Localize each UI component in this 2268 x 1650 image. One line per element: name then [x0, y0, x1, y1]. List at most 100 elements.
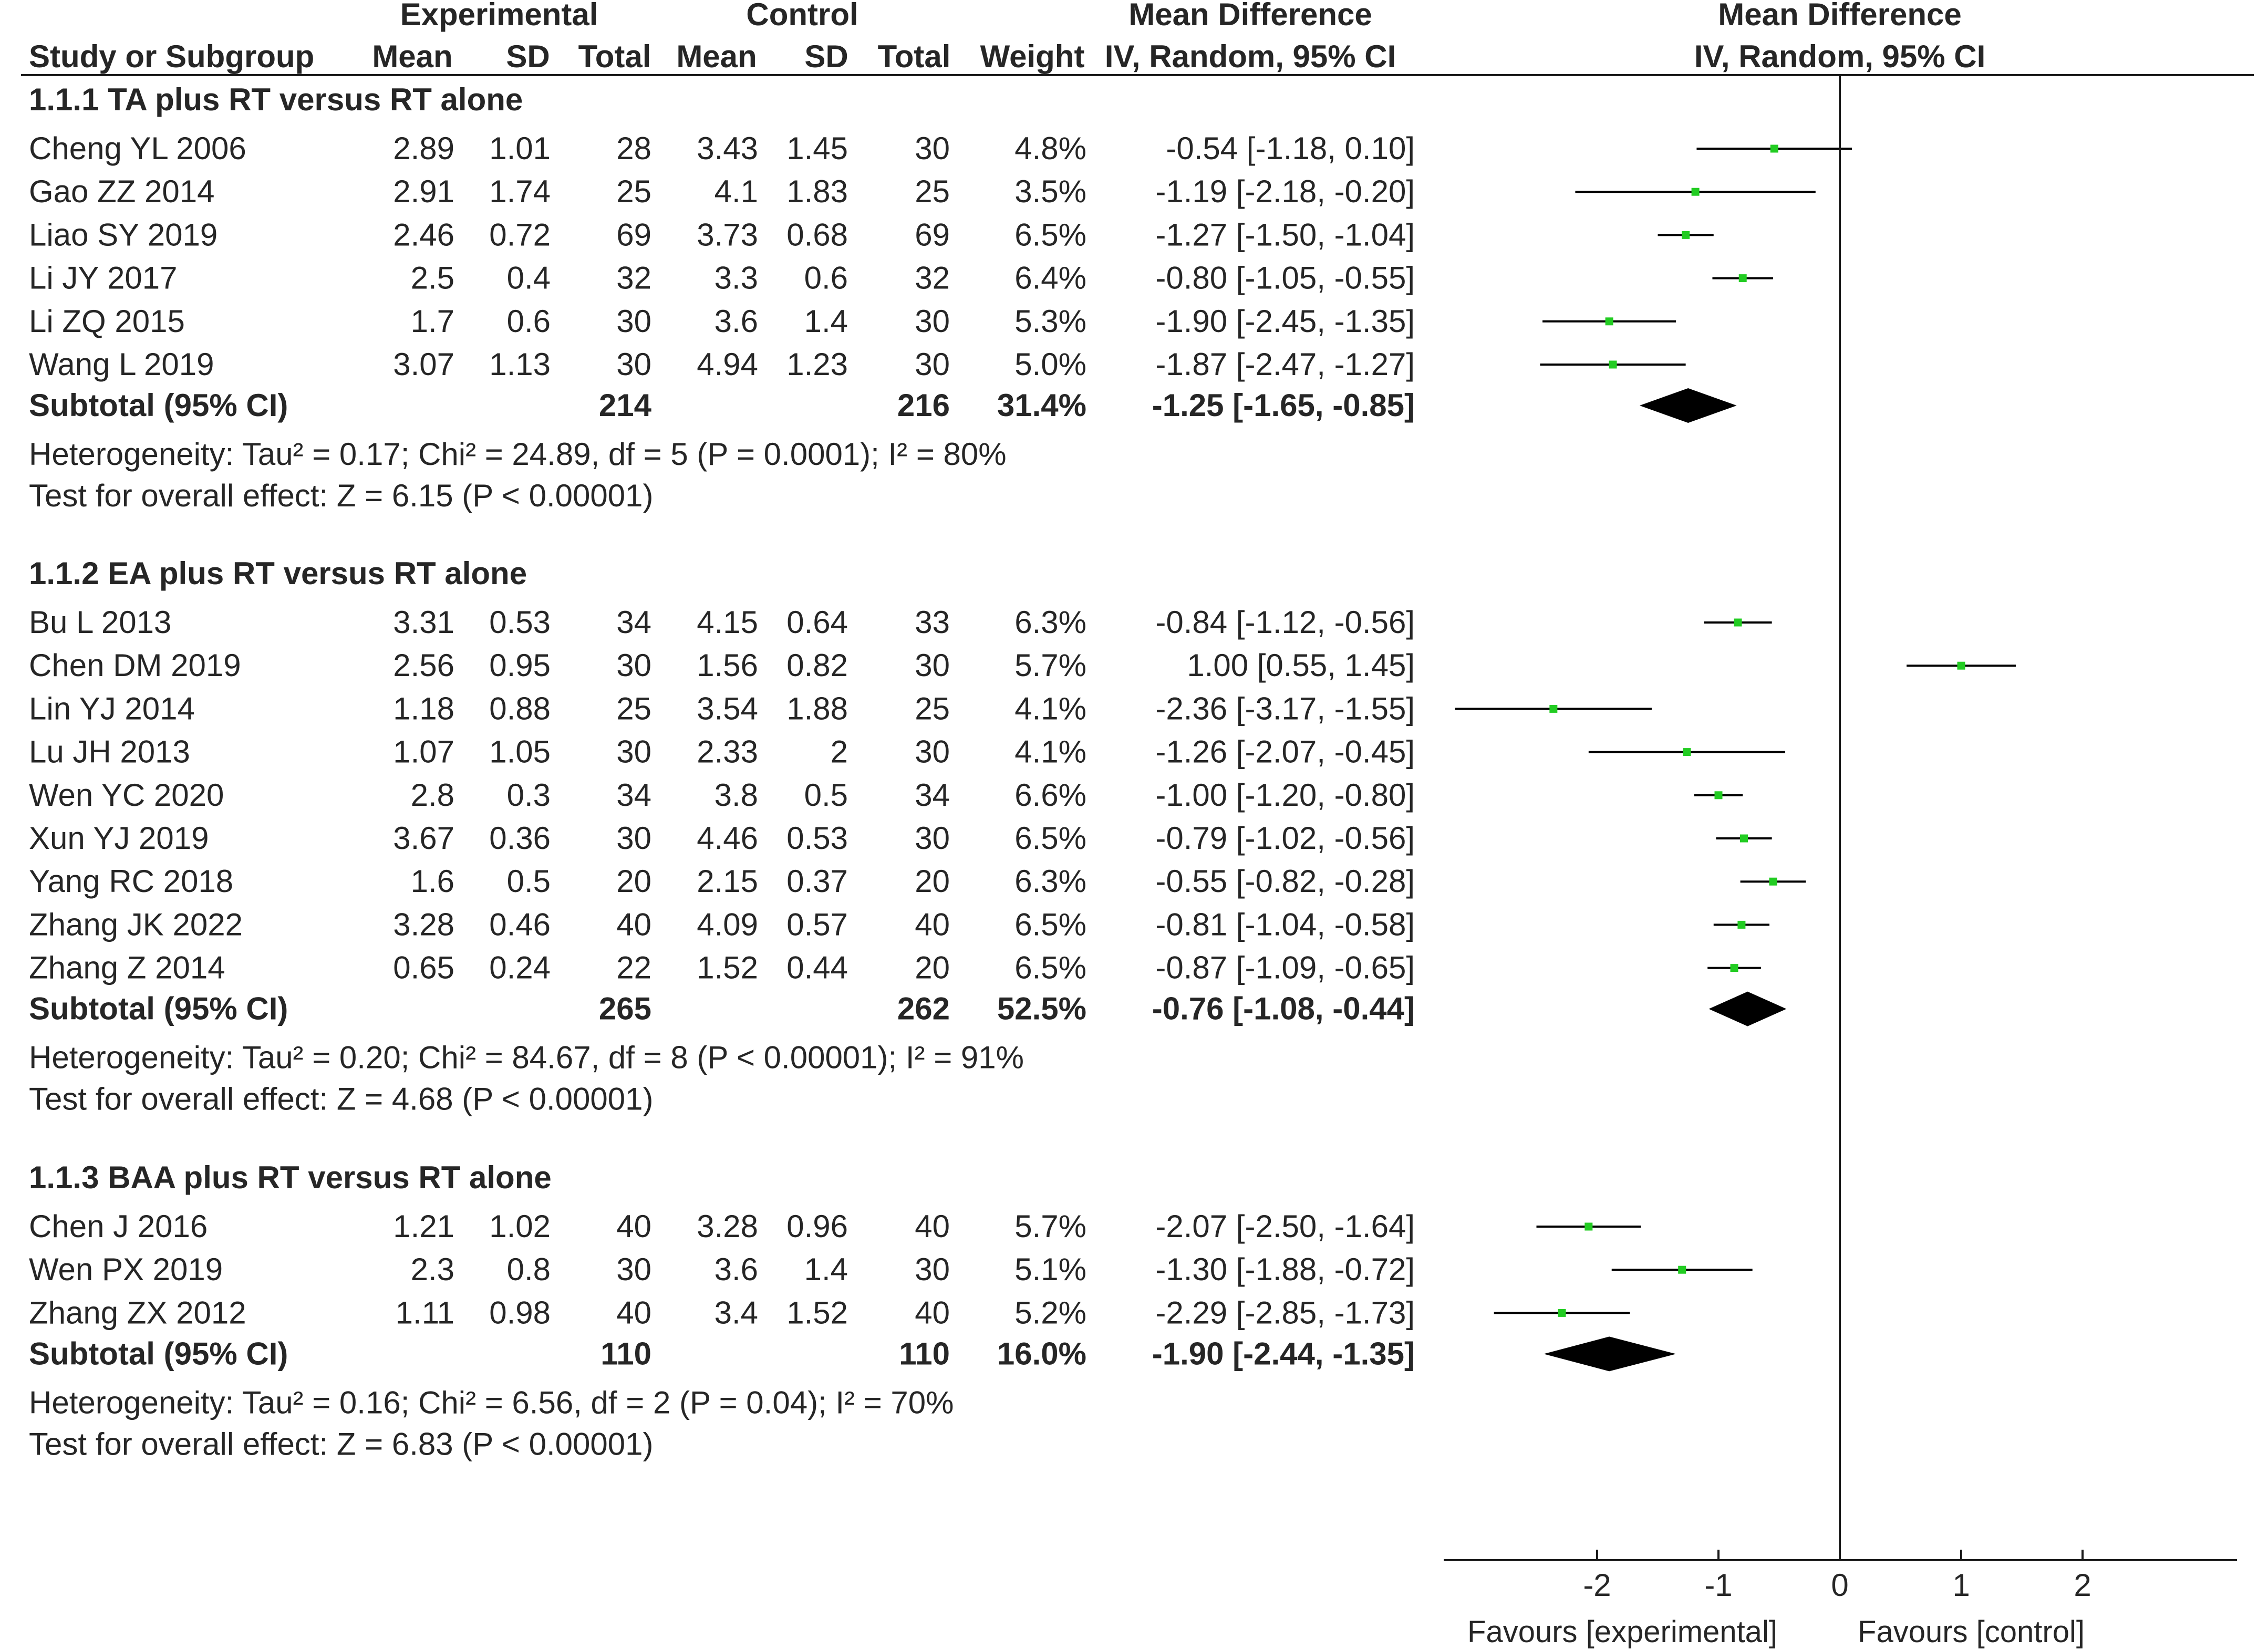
exp-total: 34 [616, 777, 651, 813]
study-ci: -0.80 [-1.05, -0.55] [1155, 261, 1415, 296]
study-name: Zhang Z 2014 [29, 950, 225, 985]
ctl-total: 69 [915, 217, 950, 252]
subtotal-diamond [1708, 991, 1787, 1026]
heterogeneity-text: Heterogeneity: Tau² = 0.20; Chi² = 84.67… [29, 1040, 1024, 1075]
subgroup-title: 1.1.2 EA plus RT versus RT alone [29, 556, 527, 591]
ctl-sd: 0.64 [786, 605, 848, 640]
ctl-mean: 3.8 [714, 777, 758, 813]
study-weight: 6.5% [1014, 950, 1086, 985]
header-mean-difference-table: Mean Difference [1128, 0, 1372, 32]
favours-experimental-label: Favours [experimental] [1467, 1615, 1777, 1649]
study-name: Gao ZZ 2014 [29, 174, 215, 209]
effect-square [1691, 188, 1700, 196]
subtotal-ci: -1.90 [-2.44, -1.35] [1152, 1336, 1415, 1371]
ctl-total: 30 [915, 131, 950, 166]
header-mean-difference-plot: Mean Difference [1718, 0, 1961, 32]
ctl-sd: 1.88 [786, 691, 848, 726]
exp-total: 40 [616, 907, 651, 942]
study-name: Cheng YL 2006 [29, 131, 246, 166]
study-name: Yang RC 2018 [29, 864, 233, 899]
exp-sd: 0.53 [489, 605, 551, 640]
exp-mean: 3.67 [393, 821, 454, 856]
exp-sd: 0.5 [507, 864, 551, 899]
exp-total: 30 [616, 734, 651, 770]
header-exp-total: Total [578, 39, 651, 74]
study-ci: -2.29 [-2.85, -1.73] [1155, 1295, 1415, 1330]
subtotal-diamond [1544, 1336, 1676, 1372]
study-ci: -0.54 [-1.18, 0.10] [1166, 131, 1415, 166]
exp-total: 30 [616, 304, 651, 339]
ctl-sd: 1.83 [786, 174, 848, 209]
study-ci: 1.00 [0.55, 1.45] [1187, 648, 1415, 683]
plot-marks [1455, 144, 2016, 1372]
x-tick-label: 1 [1952, 1568, 1970, 1603]
ctl-mean: 1.56 [697, 648, 758, 683]
study-weight: 5.7% [1014, 1209, 1086, 1244]
study-name: Zhang JK 2022 [29, 907, 243, 942]
study-weight: 5.7% [1014, 648, 1086, 683]
exp-sd: 0.95 [489, 648, 551, 683]
ctl-sd: 0.37 [786, 864, 848, 899]
exp-sd: 1.74 [489, 174, 551, 209]
exp-total: 25 [616, 174, 651, 209]
study-weight: 4.1% [1014, 734, 1086, 770]
subtotal-ci: -0.76 [-1.08, -0.44] [1152, 991, 1415, 1026]
exp-mean: 2.89 [393, 131, 454, 166]
ctl-total: 32 [915, 261, 950, 296]
effect-square [1678, 1265, 1686, 1274]
ctl-sd: 0.68 [786, 217, 848, 252]
study-name: Chen J 2016 [29, 1209, 208, 1244]
subtotal-weight: 52.5% [997, 991, 1086, 1026]
exp-sd: 0.24 [489, 950, 551, 985]
exp-total: 20 [616, 864, 651, 899]
subtotal-weight: 16.0% [997, 1336, 1086, 1371]
x-tick-label: 0 [1831, 1568, 1848, 1603]
exp-total: 32 [616, 261, 651, 296]
exp-total: 30 [616, 821, 651, 856]
effect-square [1734, 618, 1742, 627]
effect-square [1769, 877, 1777, 886]
study-weight: 6.5% [1014, 907, 1086, 942]
ctl-mean: 4.09 [697, 907, 758, 942]
subtotal-label: Subtotal (95% CI) [29, 1336, 288, 1371]
ctl-mean: 2.15 [697, 864, 758, 899]
study-name: Li JY 2017 [29, 261, 177, 296]
subgroup-title: 1.1.1 TA plus RT versus RT alone [29, 82, 523, 117]
exp-total: 40 [616, 1209, 651, 1244]
header-study: Study or Subgroup [29, 39, 314, 74]
ctl-total: 34 [915, 777, 950, 813]
study-name: Bu L 2013 [29, 605, 171, 640]
ctl-sd: 1.23 [786, 347, 848, 382]
ctl-sd: 0.82 [786, 648, 848, 683]
study-weight: 5.2% [1014, 1295, 1086, 1330]
study-ci: -1.30 [-1.88, -0.72] [1155, 1252, 1415, 1287]
exp-sd: 0.6 [507, 304, 551, 339]
ctl-total: 20 [915, 950, 950, 985]
ctl-mean: 3.6 [714, 1252, 758, 1287]
effect-square [1770, 144, 1778, 153]
study-ci: -0.81 [-1.04, -0.58] [1155, 907, 1415, 942]
study-weight: 3.5% [1014, 174, 1086, 209]
ctl-sd: 0.57 [786, 907, 848, 942]
ctl-total: 20 [915, 864, 950, 899]
exp-mean: 1.18 [393, 691, 454, 726]
ctl-sd: 2 [831, 734, 848, 770]
exp-mean: 2.3 [411, 1252, 454, 1287]
subtotal-exp-total: 265 [599, 991, 651, 1026]
exp-sd: 0.4 [507, 261, 551, 296]
exp-mean: 2.5 [411, 261, 454, 296]
header-experimental: Experimental [400, 0, 598, 32]
subtotal-weight: 31.4% [997, 388, 1086, 423]
exp-sd: 0.36 [489, 821, 551, 856]
subtotal-label: Subtotal (95% CI) [29, 388, 288, 423]
column-headers: Experimental Control Mean Difference Mea… [21, 0, 2254, 76]
ctl-mean: 3.3 [714, 261, 758, 296]
x-tick-label: -1 [1704, 1568, 1732, 1603]
study-ci: -0.87 [-1.09, -0.65] [1155, 950, 1415, 985]
heterogeneity-text: Heterogeneity: Tau² = 0.16; Chi² = 6.56,… [29, 1385, 954, 1420]
effect-square [1714, 791, 1723, 800]
effect-square [1609, 360, 1617, 369]
study-name: Wang L 2019 [29, 347, 214, 382]
ctl-mean: 2.33 [697, 734, 758, 770]
ctl-total: 30 [915, 1252, 950, 1287]
